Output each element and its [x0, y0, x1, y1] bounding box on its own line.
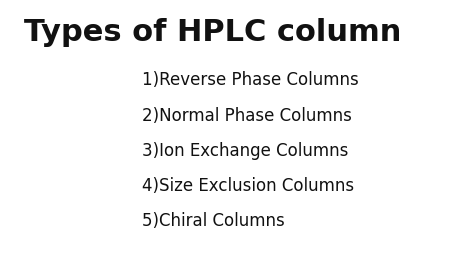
- Text: 4)Size Exclusion Columns: 4)Size Exclusion Columns: [142, 176, 355, 194]
- Text: 1)Reverse Phase Columns: 1)Reverse Phase Columns: [142, 71, 359, 89]
- Text: 5)Chiral Columns: 5)Chiral Columns: [142, 211, 285, 229]
- Text: 2)Normal Phase Columns: 2)Normal Phase Columns: [142, 106, 352, 124]
- Text: 3)Ion Exchange Columns: 3)Ion Exchange Columns: [142, 141, 348, 159]
- Text: Types of HPLC column: Types of HPLC column: [24, 18, 401, 47]
